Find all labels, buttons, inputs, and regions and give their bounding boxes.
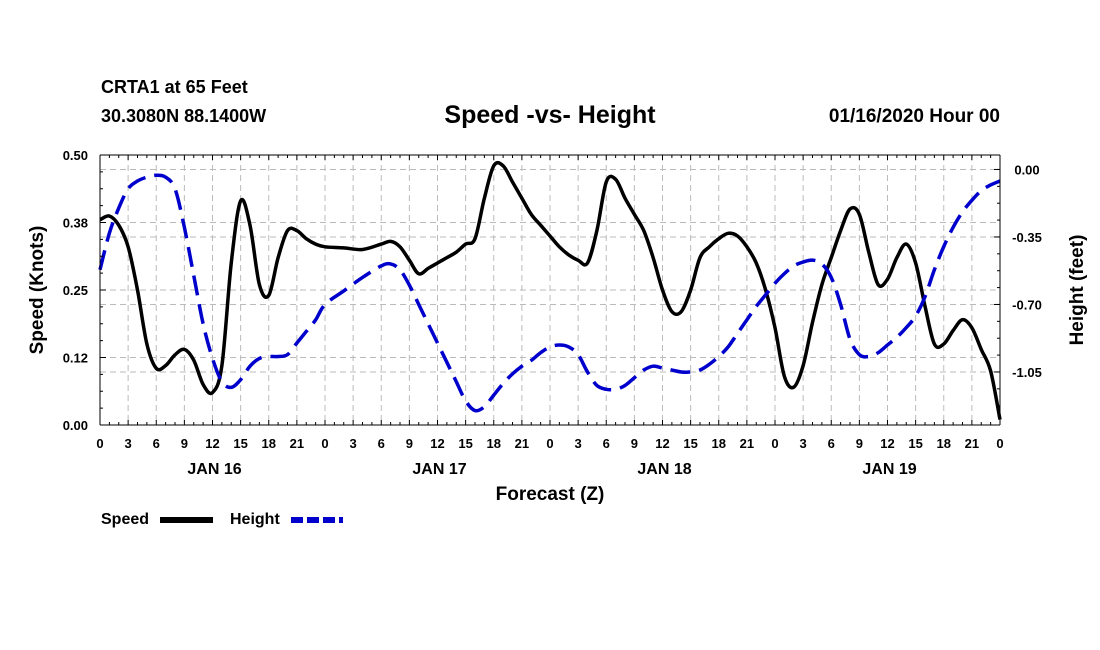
legend-speed-label: Speed — [101, 511, 149, 528]
legend: Speed Height — [101, 511, 343, 528]
station-label: CRTA1 at 65 Feet — [101, 77, 248, 97]
x-tick-label: 0 — [321, 436, 328, 451]
x-tick-label: 18 — [712, 436, 726, 451]
x-tick-label: 9 — [406, 436, 413, 451]
y2-axis-label: Height (feet) — [1067, 235, 1088, 346]
x-tick-label: 18 — [937, 436, 951, 451]
x-tick-label: 15 — [233, 436, 247, 451]
x-tick-label: 15 — [683, 436, 697, 451]
x-tick-label: 0 — [96, 436, 103, 451]
x-tick-label: 3 — [800, 436, 807, 451]
y2-tick-label: -0.70 — [1012, 297, 1042, 312]
axis-ticks: 0 3 6 9 12 15 18 21 0 3 6 9 12 15 18 21 0 3 6 9 12 15 18 21 0 3 6 9… — [63, 148, 1042, 478]
height-series-line — [98, 173, 1001, 413]
x-tick-label: 6 — [603, 436, 610, 451]
y-tick-label: 0.50 — [63, 148, 88, 163]
forecast-date-label: 01/16/2020 Hour 00 — [828, 106, 1000, 127]
x-tick-label: 9 — [181, 436, 188, 451]
y-tick-label: 0.00 — [63, 418, 88, 433]
x-axis-label: Forecast (Z) — [496, 484, 605, 505]
series-lines — [98, 160, 1002, 420]
x-tick-label: 6 — [828, 436, 835, 451]
coordinates-label: 30.3080N 88.1400W — [101, 106, 267, 126]
day-label: JAN 19 — [862, 461, 916, 478]
x-tick-label: 18 — [262, 436, 276, 451]
x-tick-label: 12 — [430, 436, 444, 451]
x-tick-label: 9 — [631, 436, 638, 451]
x-tick-label: 6 — [153, 436, 160, 451]
y-axis-label: Speed (Knots) — [27, 226, 48, 355]
x-tick-label: 21 — [965, 436, 979, 451]
y2-tick-label: -1.05 — [1012, 365, 1042, 380]
x-tick-label: 3 — [125, 436, 132, 451]
x-tick-label: 18 — [487, 436, 501, 451]
x-tick-label: 9 — [856, 436, 863, 451]
x-tick-label: 0 — [996, 436, 1003, 451]
x-tick-label: 21 — [290, 436, 304, 451]
day-label: JAN 18 — [637, 461, 691, 478]
grid — [100, 155, 1000, 425]
legend-height-label: Height — [230, 511, 280, 528]
y-tick-label: 0.12 — [63, 351, 88, 366]
x-tick-label: 12 — [205, 436, 219, 451]
x-tick-label: 15 — [458, 436, 472, 451]
x-tick-label: 6 — [378, 436, 385, 451]
y-tick-label: 0.38 — [63, 216, 88, 231]
chart-title: Speed -vs- Height — [0, 101, 1100, 130]
x-tick-label: 15 — [908, 436, 922, 451]
y2-tick-label: 0.00 — [1014, 162, 1039, 177]
x-tick-label: 21 — [515, 436, 529, 451]
y-tick-label: 0.25 — [63, 283, 88, 298]
x-tick-label: 0 — [546, 436, 553, 451]
x-tick-label: 0 — [771, 436, 778, 451]
x-tick-label: 3 — [350, 436, 357, 451]
x-tick-label: 12 — [880, 436, 894, 451]
speed-series-line — [99, 160, 1002, 420]
x-tick-label: 21 — [740, 436, 754, 451]
chart-title-text: Speed -vs- Height — [444, 101, 656, 129]
y2-tick-label: -0.35 — [1012, 230, 1042, 245]
day-label: JAN 17 — [412, 461, 466, 478]
day-label: JAN 16 — [187, 461, 241, 478]
x-tick-label: 3 — [575, 436, 582, 451]
x-tick-label: 12 — [655, 436, 669, 451]
